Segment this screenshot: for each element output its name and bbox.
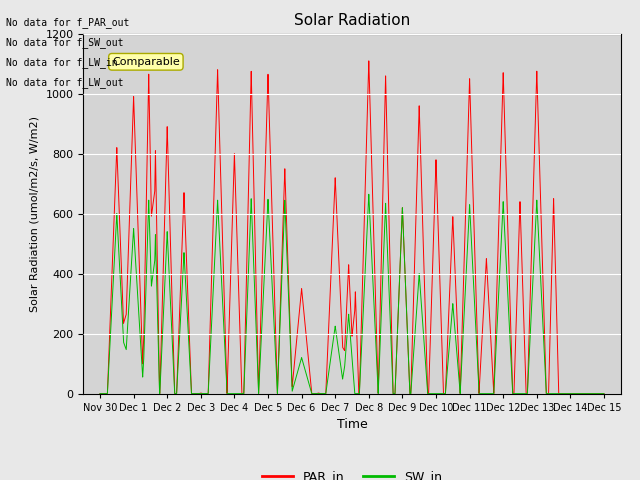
Line: PAR_in: PAR_in xyxy=(100,61,604,394)
PAR_in xyxy=(207,310,214,315)
X-axis label: Time: Time xyxy=(337,418,367,431)
PAR_in xyxy=(533,73,541,79)
Line: SW_in: SW_in xyxy=(100,194,604,394)
SW_in xyxy=(600,391,608,396)
PAR_in xyxy=(217,184,225,190)
PAR_in xyxy=(112,165,120,170)
PAR_in xyxy=(363,136,371,142)
PAR_in xyxy=(96,391,104,396)
SW_in xyxy=(365,192,372,197)
Text: Comparable: Comparable xyxy=(112,57,180,67)
Text: No data for f_LW_out: No data for f_LW_out xyxy=(6,77,124,88)
SW_in xyxy=(363,239,371,244)
Title: Solar Radiation: Solar Radiation xyxy=(294,13,410,28)
SW_in xyxy=(533,200,541,206)
Text: No data for f_PAR_out: No data for f_PAR_out xyxy=(6,17,130,28)
SW_in xyxy=(151,252,159,258)
SW_in xyxy=(112,225,120,231)
SW_in xyxy=(217,267,225,273)
PAR_in xyxy=(600,391,608,396)
SW_in xyxy=(96,391,104,396)
Y-axis label: Solar Radiation (umol/m2/s, W/m2): Solar Radiation (umol/m2/s, W/m2) xyxy=(30,116,40,312)
Text: No data for f_SW_out: No data for f_SW_out xyxy=(6,37,124,48)
PAR_in xyxy=(365,58,372,64)
Legend: PAR_in, SW_in: PAR_in, SW_in xyxy=(257,465,447,480)
Text: No data for f_LW_in: No data for f_LW_in xyxy=(6,57,118,68)
SW_in xyxy=(207,342,214,348)
PAR_in xyxy=(151,179,159,185)
